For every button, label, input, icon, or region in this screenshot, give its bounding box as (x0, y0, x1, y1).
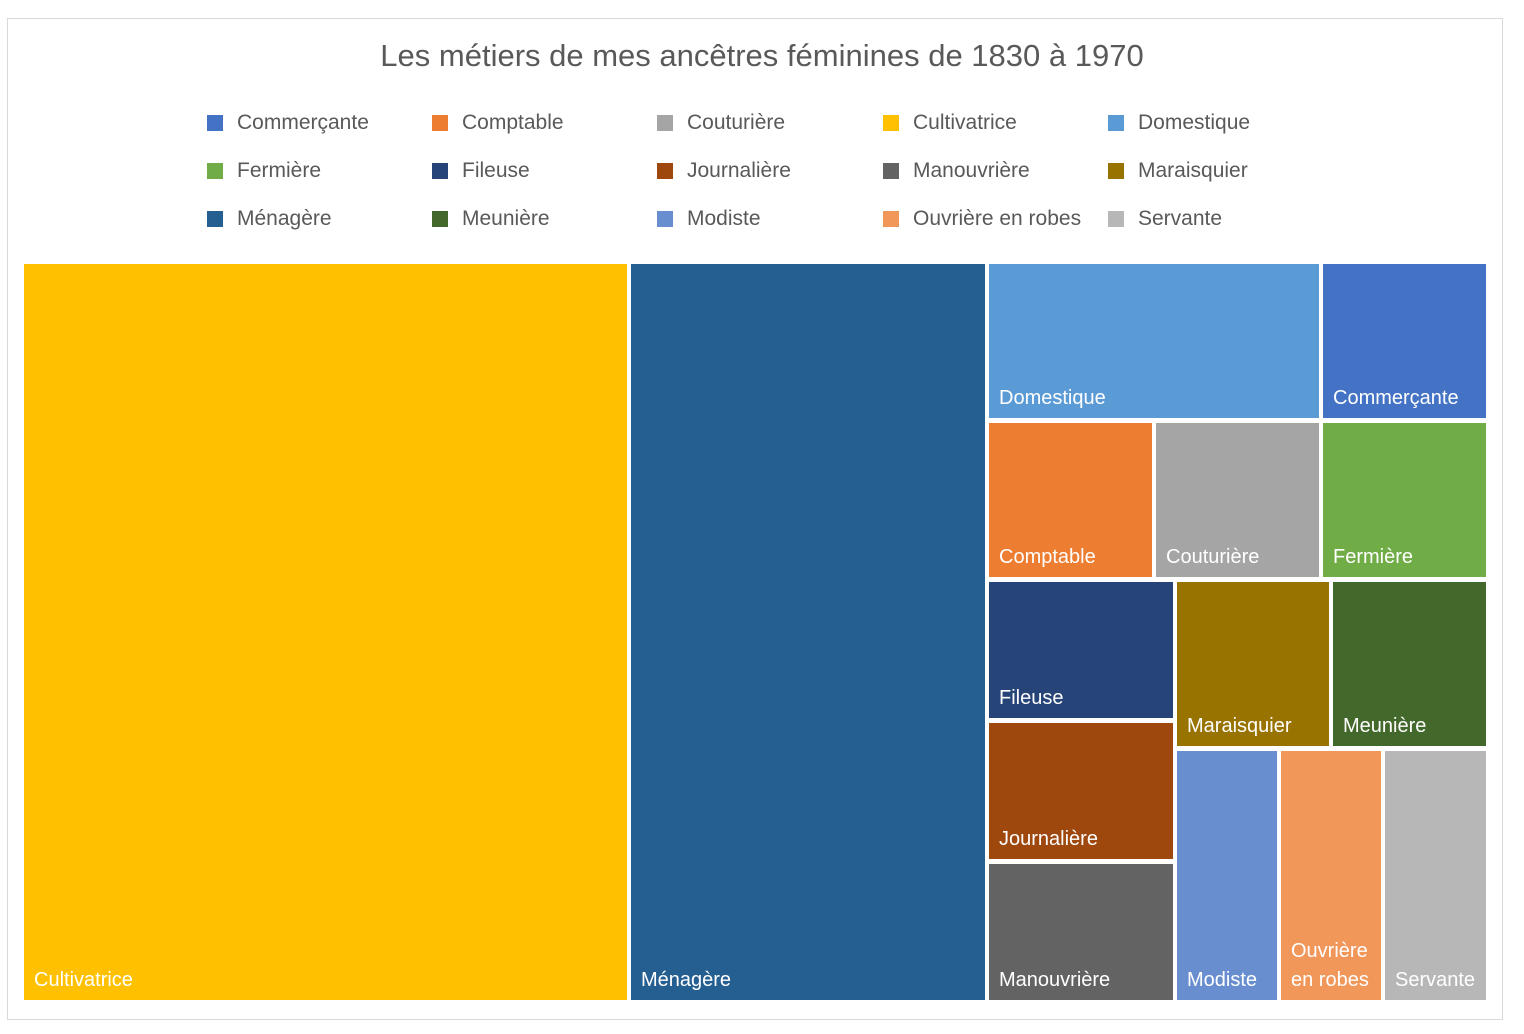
legend-swatch (432, 163, 448, 179)
legend-label: Comptable (462, 111, 564, 134)
treemap-cell-rect (989, 723, 1173, 859)
treemap-cell-label: Servante (1395, 969, 1475, 991)
treemap-cell: Commerçante (1323, 264, 1486, 418)
legend-swatch (883, 115, 899, 131)
treemap-cell-label: Ménagère (641, 969, 731, 991)
treemap-cell-label: Couturière (1166, 546, 1259, 568)
treemap-cell-rect (989, 582, 1173, 718)
legend-item: Ouvrière en robes (883, 204, 1081, 234)
legend-swatch (432, 115, 448, 131)
treemap-cell: Ouvrière en robes (1281, 751, 1381, 1000)
treemap-cell-rect (989, 423, 1152, 577)
treemap-cell: Fermière (1323, 423, 1486, 577)
treemap-cell: Ménagère (631, 264, 985, 1000)
legend-label: Maraisquier (1138, 159, 1248, 182)
legend-item: Domestique (1108, 108, 1250, 138)
treemap-cell-rect (1385, 751, 1486, 1000)
legend-swatch (883, 211, 899, 227)
legend-swatch (207, 163, 223, 179)
treemap-cell-rect (989, 264, 1319, 418)
treemap-cell: Maraisquier (1177, 582, 1329, 746)
legend-label: Journalière (687, 159, 791, 182)
treemap-cell: Servante (1385, 751, 1486, 1000)
treemap-cell-label: Fileuse (999, 687, 1063, 709)
legend-label: Servante (1138, 207, 1223, 230)
legend-label: Ouvrière en robes (913, 207, 1082, 230)
treemap-cell: Manouvrière (989, 864, 1173, 1000)
treemap-cell: Couturière (1156, 423, 1319, 577)
treemap-cell-label: Maraisquier (1187, 715, 1292, 737)
legend-item: Manouvrière (883, 156, 1030, 186)
treemap-cell-label: Domestique (999, 387, 1106, 409)
legend-label: Commerçante (237, 111, 369, 134)
legend-item: Couturière (657, 108, 785, 138)
legend: Commerçante Comptable Couturière Cultivatri… (207, 108, 1357, 238)
legend-swatch (432, 211, 448, 227)
legend-label: Fileuse (462, 159, 530, 182)
legend-swatch (657, 115, 673, 131)
legend-swatch (883, 163, 899, 179)
legend-swatch (207, 115, 223, 131)
treemap-cell-label: Cultivatrice (34, 969, 133, 991)
legend-item: Journalière (657, 156, 791, 186)
legend-swatch (657, 163, 673, 179)
legend-label: Fermière (237, 159, 322, 182)
treemap-cell: Cultivatrice (24, 264, 627, 1000)
treemap-cell-rect (631, 264, 985, 1000)
treemap-cell: Meunière (1333, 582, 1486, 746)
legend-swatch (1108, 115, 1124, 131)
legend-swatch (1108, 211, 1124, 227)
legend-item: Modiste (657, 204, 761, 234)
legend-label: Ménagère (237, 207, 332, 230)
treemap-cell: Journalière (989, 723, 1173, 859)
treemap-cell-rect (1177, 751, 1277, 1000)
treemap-cell: Comptable (989, 423, 1152, 577)
legend-swatch (207, 211, 223, 227)
treemap-cell: Modiste (1177, 751, 1277, 1000)
legend-label: Manouvrière (913, 159, 1030, 182)
treemap-cell-rect (1323, 423, 1486, 577)
treemap-cell-label: Modiste (1187, 969, 1257, 991)
legend-item: Maraisquier (1108, 156, 1248, 186)
legend-item: Servante (1108, 204, 1222, 234)
legend-label: Couturière (687, 111, 786, 134)
treemap-cell-label: Ouvrière (1291, 940, 1368, 962)
treemap-cell-rect (1177, 582, 1329, 746)
treemap-cell-rect (24, 264, 627, 1000)
legend-item: Fileuse (432, 156, 530, 186)
treemap-cell-label: en robes (1291, 969, 1369, 991)
legend-item: Commerçante (207, 108, 369, 138)
legend-item: Cultivatrice (883, 108, 1017, 138)
legend-item: Ménagère (207, 204, 332, 234)
treemap-cell: Fileuse (989, 582, 1173, 718)
legend-label: Meunière (462, 207, 550, 230)
legend-item: Fermière (207, 156, 321, 186)
treemap-cell-label: Journalière (999, 828, 1098, 850)
treemap-cell-label: Meunière (1343, 715, 1426, 737)
treemap-cell-rect (1323, 264, 1486, 418)
treemap-cell-label: Manouvrière (999, 969, 1110, 991)
legend-label: Domestique (1138, 111, 1251, 134)
legend-swatch (657, 211, 673, 227)
legend-label: Modiste (687, 207, 761, 230)
legend-label: Cultivatrice (913, 111, 1017, 134)
treemap-cell: Domestique (989, 264, 1319, 418)
legend-item: Meunière (432, 204, 550, 234)
treemap-cell-label: Comptable (999, 546, 1096, 568)
treemap-cell-rect (1156, 423, 1319, 577)
chart-title: Les métiers de mes ancêtres féminines de… (380, 38, 1144, 73)
treemap-cell-label: Fermière (1333, 546, 1413, 568)
treemap-cell-rect (1281, 751, 1381, 1000)
legend-swatch (1108, 163, 1124, 179)
treemap-cell-rect (1333, 582, 1486, 746)
treemap-cell-rect (989, 864, 1173, 1000)
legend-item: Comptable (432, 108, 564, 138)
treemap-cell-label: Commerçante (1333, 387, 1459, 409)
